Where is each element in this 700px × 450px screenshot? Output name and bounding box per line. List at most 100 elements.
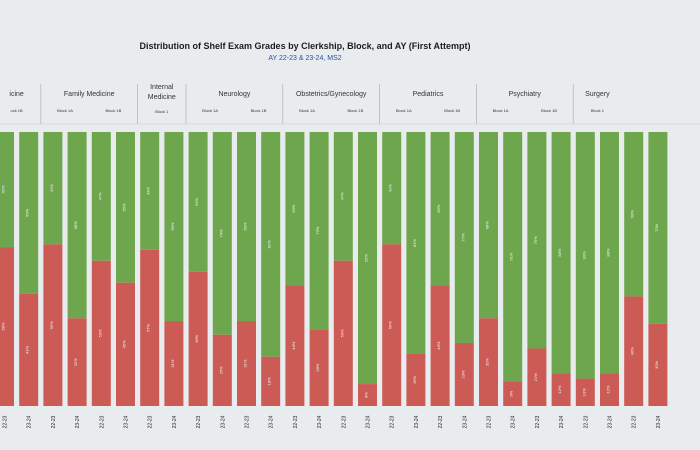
bar-lower-label: 10% (581, 388, 586, 396)
clerkship-label: icine (9, 91, 24, 98)
x-tick-label: 22-23 (487, 415, 493, 428)
clerkship-label: Medicine (148, 94, 176, 101)
block-label: Block 1A (493, 108, 509, 113)
bar-upper-segment (164, 132, 184, 322)
bar-lower-segment (188, 271, 208, 406)
bar-upper-segment (237, 132, 256, 322)
bar-lower-label: 57% (146, 323, 151, 331)
bar-upper-segment (19, 132, 39, 294)
bar-lower-label: 32% (485, 358, 490, 366)
bar-lower-segment (479, 318, 498, 406)
bar-upper-label: 56% (436, 204, 441, 212)
bar-upper-label: 47% (97, 192, 102, 200)
block-label: Block 1B (251, 108, 267, 113)
x-tick-label: 23-24 (608, 415, 614, 428)
clerkship-label: Psychiatry (509, 91, 542, 98)
bar-lower-label: 30% (654, 360, 659, 368)
x-tick-label: 23-24 (366, 415, 372, 428)
clerkship-label: Family Medicine (64, 91, 115, 98)
bar-upper-label: 91% (509, 252, 514, 260)
bar-upper-segment (140, 132, 160, 250)
bar-lower-label: 31% (170, 359, 175, 367)
bar-upper-label: 81% (412, 239, 417, 247)
bar-lower-label: 40% (630, 347, 635, 355)
bar-lower-segment (140, 249, 160, 406)
bar-lower-label: 49% (194, 334, 199, 342)
bar-group: 42% 58% 59% 41% 41% 59% 68% 32% 47% 53% 55% 45% 43% 5… (0, 132, 668, 406)
bar-upper-segment (430, 132, 450, 286)
x-tick-labels: 22-23 23-24 22-23 23-24 22-23 23-24 22-23 23-24… (3, 415, 662, 428)
bar-lower-segment (237, 321, 256, 406)
bar-upper-label: 77% (460, 233, 465, 241)
bar-lower-label: 12% (557, 385, 562, 393)
x-tick-label: 23-24 (75, 415, 81, 428)
bar-lower-label: 58% (1, 322, 6, 330)
bar-lower-segment (624, 296, 644, 406)
bar-upper-label: 90% (581, 251, 586, 259)
bar-lower-segment (503, 381, 523, 406)
x-tick-label: 23-24 (414, 415, 420, 428)
x-tick-label: 22-23 (51, 415, 57, 428)
bar-upper-segment (624, 132, 644, 297)
block-label: ock 1B (10, 108, 23, 113)
clerkship-label: Obstetrics/Gynecology (296, 91, 367, 98)
x-tick-label: 23-24 (220, 415, 226, 428)
bar-upper-label: 72% (315, 226, 320, 234)
bar-lower-segment (527, 348, 547, 406)
block-label: Block 1 (591, 108, 605, 113)
bar-upper-segment (358, 132, 377, 385)
block-label: Block 1B (541, 108, 557, 113)
bar-lower-label: 12% (606, 385, 611, 393)
bar-upper-label: 92% (364, 254, 369, 262)
bar-upper-segment (454, 132, 474, 343)
x-tick-label: 22-23 (390, 415, 396, 428)
bar-lower-segment (358, 384, 377, 406)
x-tick-label: 22-23 (438, 415, 444, 428)
bar-upper-segment (575, 132, 595, 379)
bar-upper-label: 88% (606, 248, 611, 256)
bar-lower-segment (116, 282, 135, 406)
bar-upper-segment (261, 132, 281, 357)
bar-upper-segment (67, 132, 87, 319)
bar-upper-label: 56% (291, 204, 296, 212)
bar-lower-label: 44% (291, 341, 296, 349)
x-tick-label: 22-23 (245, 415, 251, 428)
bar-lower-label: 44% (436, 341, 441, 349)
bar-upper-segment (91, 132, 111, 261)
bar-lower-label: 59% (388, 321, 393, 329)
bar-lower-label: 8% (364, 392, 369, 398)
clerkship-label: Neurology (218, 91, 250, 98)
bar-upper-segment (648, 132, 668, 324)
bar-upper-segment (43, 132, 63, 245)
bar-lower-segment (91, 260, 111, 406)
bar-upper-segment (382, 132, 402, 245)
bar-upper-label: 88% (557, 248, 562, 256)
bar-upper-segment (0, 132, 14, 248)
bar-lower-segment (19, 293, 39, 406)
bar-lower-label: 28% (315, 363, 320, 371)
x-tick-label: 22-23 (99, 415, 105, 428)
bar-lower-segment (430, 285, 450, 406)
x-tick-label: 22-23 (293, 415, 299, 428)
bar-lower-label: 26% (218, 366, 223, 374)
bar-upper-segment (285, 132, 305, 286)
block-label: Block 1B (444, 108, 460, 113)
bar-lower-segment (212, 334, 232, 406)
block-label: Block 1 (155, 109, 169, 114)
block-label: Block 1B (348, 108, 364, 113)
bar-lower-segment (551, 373, 571, 406)
bar-lower-segment (285, 285, 305, 406)
bar-upper-label: 68% (73, 221, 78, 229)
block-label: Block 1A (202, 108, 218, 113)
bar-lower-label: 53% (339, 329, 344, 337)
clerkship-label: Internal (150, 84, 174, 91)
bar-upper-segment (479, 132, 498, 319)
x-tick-label: 23-24 (124, 415, 130, 428)
bar-lower-label: 32% (73, 358, 78, 366)
x-tick-label: 23-24 (656, 415, 662, 428)
x-tick-label: 22-23 (535, 415, 541, 428)
bar-lower-segment (43, 244, 63, 406)
x-tick-label: 23-24 (172, 415, 178, 428)
bar-upper-label: 74% (218, 229, 223, 237)
